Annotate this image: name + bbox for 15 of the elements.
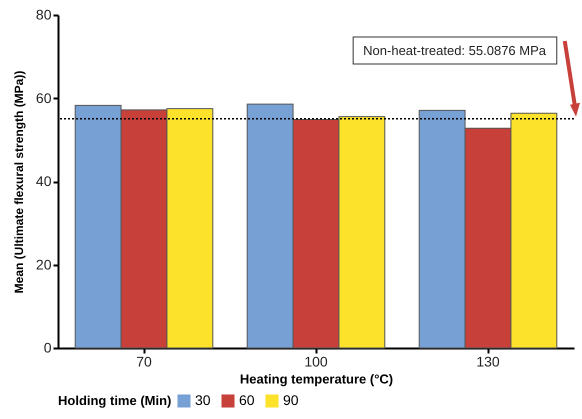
y-tick-label: 80 bbox=[36, 6, 52, 22]
legend-label: 30 bbox=[195, 392, 211, 408]
annotation: Non-heat-treated: 55.0876 MPa bbox=[363, 43, 547, 58]
x-axis-title: Heating temperature (°C) bbox=[240, 372, 394, 386]
x-tick-label: 130 bbox=[476, 354, 500, 370]
y-tick-label: 20 bbox=[36, 256, 52, 272]
legend-label: 60 bbox=[239, 392, 255, 408]
x-tick-label: 70 bbox=[136, 354, 152, 370]
y-tick-label: 60 bbox=[36, 90, 52, 106]
x-tick-label: 100 bbox=[304, 354, 328, 370]
y-tick-label: 40 bbox=[36, 173, 52, 189]
legend-title: Holding time (Min) bbox=[58, 393, 172, 408]
legend-label: 90 bbox=[283, 392, 299, 408]
y-tick-label: 0 bbox=[44, 340, 52, 356]
y-axis-title: Mean (Ultimate flexural strength (MPa)) bbox=[12, 70, 26, 294]
